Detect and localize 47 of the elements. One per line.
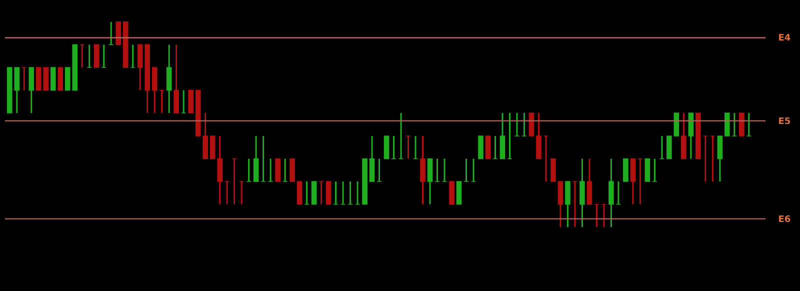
- candlestick: [666, 136, 672, 160]
- ref-line-label: E6: [778, 214, 791, 225]
- candlestick: [202, 112, 208, 160]
- ref-line-label: E4: [778, 34, 791, 44]
- candlestick: [500, 112, 506, 160]
- candlestick: [116, 22, 122, 46]
- candlestick: [384, 136, 390, 160]
- candlestick: [210, 136, 216, 160]
- candlestick: [674, 112, 680, 136]
- candlestick: [681, 112, 686, 160]
- candlestick: [217, 135, 222, 206]
- candlestick: [580, 158, 585, 228]
- candlestick: [369, 135, 375, 182]
- ref-line-label: E5: [778, 116, 791, 127]
- candlestick: [275, 158, 280, 182]
- candlestick: [420, 135, 426, 206]
- candlestick: [630, 158, 636, 206]
- candlestick: [290, 158, 295, 182]
- candlestick: [644, 158, 650, 182]
- candlestick: [456, 181, 462, 205]
- candlestick: [565, 180, 570, 228]
- candlestick: [296, 181, 302, 205]
- candlestick: [739, 112, 744, 136]
- candlestick: [536, 112, 542, 160]
- candlestick: [174, 44, 179, 114]
- candlestick: [608, 158, 614, 228]
- candlestick: [586, 158, 592, 206]
- candlestick: [717, 135, 723, 182]
- candlestick: [326, 181, 332, 205]
- candlestick: [528, 112, 534, 136]
- candlestick: [188, 90, 194, 114]
- candlestick: [550, 158, 556, 182]
- candlestick: [152, 66, 158, 114]
- candlestick: [94, 44, 100, 68]
- candlestick: [485, 136, 491, 160]
- candlestick: [427, 158, 433, 206]
- candlestick: [623, 158, 628, 182]
- candlestick: [166, 44, 172, 114]
- candlestick: [137, 44, 143, 91]
- candlestick: [724, 112, 730, 136]
- candlestick: [688, 112, 694, 160]
- candlestick: [311, 181, 317, 205]
- candlestick: [28, 66, 34, 114]
- candlestick: [253, 135, 259, 182]
- candlestick: [558, 180, 564, 228]
- candlestick: [58, 67, 64, 91]
- candlestick: [50, 67, 56, 91]
